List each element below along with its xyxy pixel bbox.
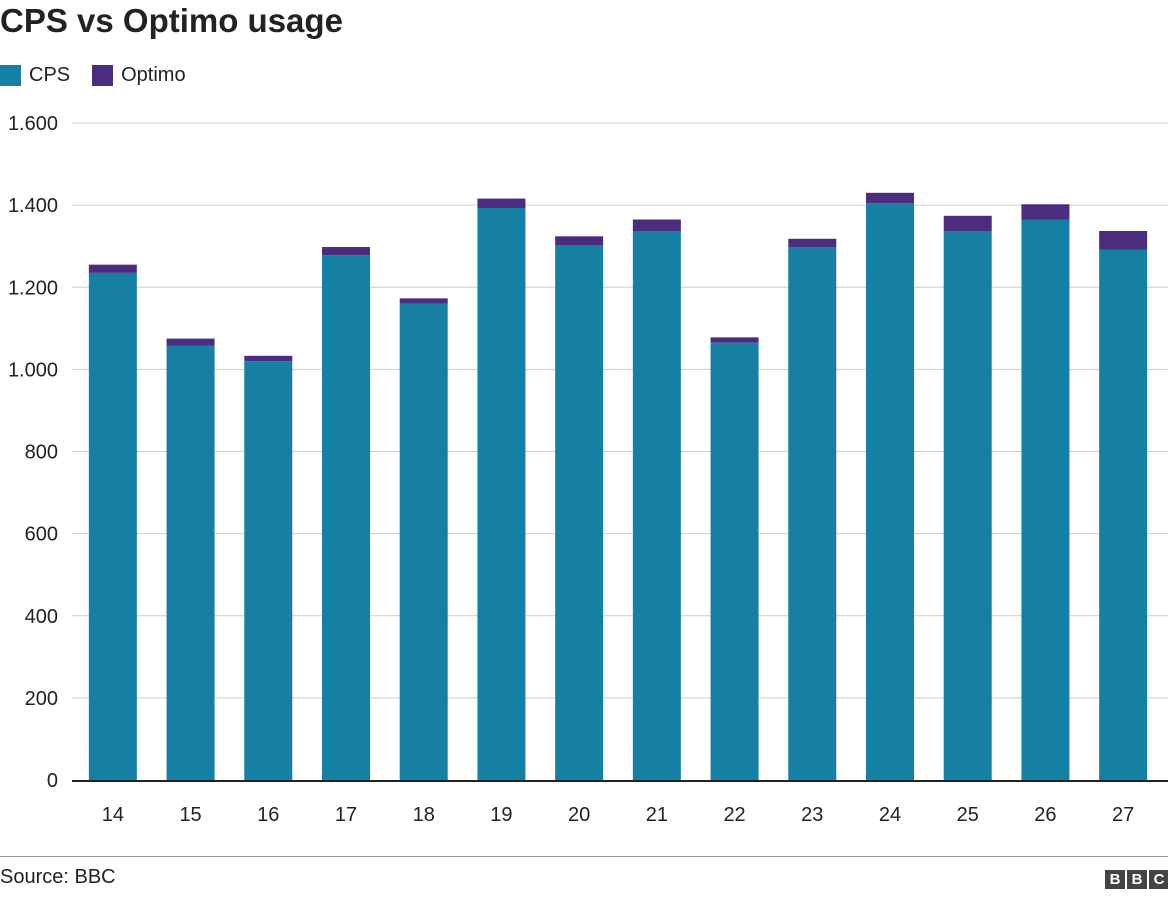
bar-optimo	[632, 219, 681, 231]
bar-optimo	[88, 264, 137, 273]
bar-cps	[710, 342, 759, 780]
x-tick-label: 23	[801, 804, 823, 826]
bar-cps	[866, 203, 914, 780]
bar-cps	[322, 255, 370, 780]
bar-cps	[88, 272, 137, 780]
bbc-logo-block: B	[1105, 870, 1125, 889]
y-tick-label: 0	[47, 770, 58, 792]
bbc-logo-block: C	[1149, 870, 1168, 889]
y-tick-label: 200	[25, 688, 58, 710]
bar-optimo	[477, 198, 526, 208]
bar-cps	[244, 361, 293, 780]
x-tick-label: 16	[257, 804, 279, 826]
bar-optimo	[1021, 204, 1070, 220]
x-tick-label: 25	[957, 804, 979, 826]
bbc-logo: B B C	[1103, 870, 1168, 889]
bbc-logo-block: B	[1127, 870, 1147, 889]
y-tick-label: 1.200	[8, 277, 58, 299]
x-tick-label: 18	[413, 804, 435, 826]
bar-cps	[399, 303, 448, 780]
legend-swatch-optimo	[92, 65, 114, 86]
legend-label-cps: CPS	[29, 64, 71, 86]
bar-optimo	[166, 338, 215, 346]
y-tick-label: 600	[25, 524, 58, 546]
x-tick-label: 20	[568, 804, 590, 826]
bar-cps	[555, 245, 604, 780]
x-tick-label: 17	[335, 804, 357, 826]
bar-cps	[1099, 249, 1148, 780]
bar-optimo	[399, 298, 448, 304]
x-tick-label: 26	[1034, 804, 1056, 826]
bar-optimo	[555, 236, 604, 246]
bar-cps	[632, 230, 681, 780]
bar-optimo	[1099, 230, 1148, 250]
y-tick-label: 1.400	[8, 195, 58, 217]
x-tick-label: 19	[490, 804, 512, 826]
bar-optimo	[322, 247, 370, 256]
bar-cps	[1021, 219, 1070, 780]
x-tick-label: 15	[179, 804, 201, 826]
bar-cps	[943, 230, 992, 780]
y-tick-label: 400	[25, 606, 58, 628]
legend-swatch-cps	[0, 65, 21, 86]
chart-legend: CPS Optimo	[0, 64, 208, 87]
chart-title: CPS vs Optimo usage	[0, 2, 343, 39]
bar-cps	[477, 207, 526, 780]
x-tick-label: 21	[646, 804, 668, 826]
bar-optimo	[244, 355, 293, 362]
bar-cps	[788, 247, 837, 781]
bar-optimo	[788, 238, 837, 248]
bar-optimo	[866, 192, 914, 204]
bar-chart: 0 200 400 600 800 1.000 1.200 1.400 1.600 14 15 16 1…	[8, 113, 1168, 826]
y-tick-label: 1.600	[8, 113, 58, 135]
y-tick-label: 1.000	[8, 359, 58, 381]
x-tick-label: 14	[102, 804, 124, 826]
source-note: Source: BBC	[0, 866, 116, 888]
legend-label-optimo: Optimo	[121, 64, 186, 86]
y-tick-label: 800	[25, 442, 58, 464]
bar-optimo	[943, 215, 992, 231]
x-tick-label: 27	[1112, 804, 1134, 826]
footer-divider	[0, 856, 1168, 857]
legend-item-cps: CPS	[0, 64, 70, 87]
x-tick-label: 24	[879, 804, 901, 826]
x-tick-label: 22	[723, 804, 745, 826]
bar-cps	[166, 345, 215, 780]
legend-item-optimo: Optimo	[92, 64, 186, 87]
bar-optimo	[710, 337, 759, 343]
